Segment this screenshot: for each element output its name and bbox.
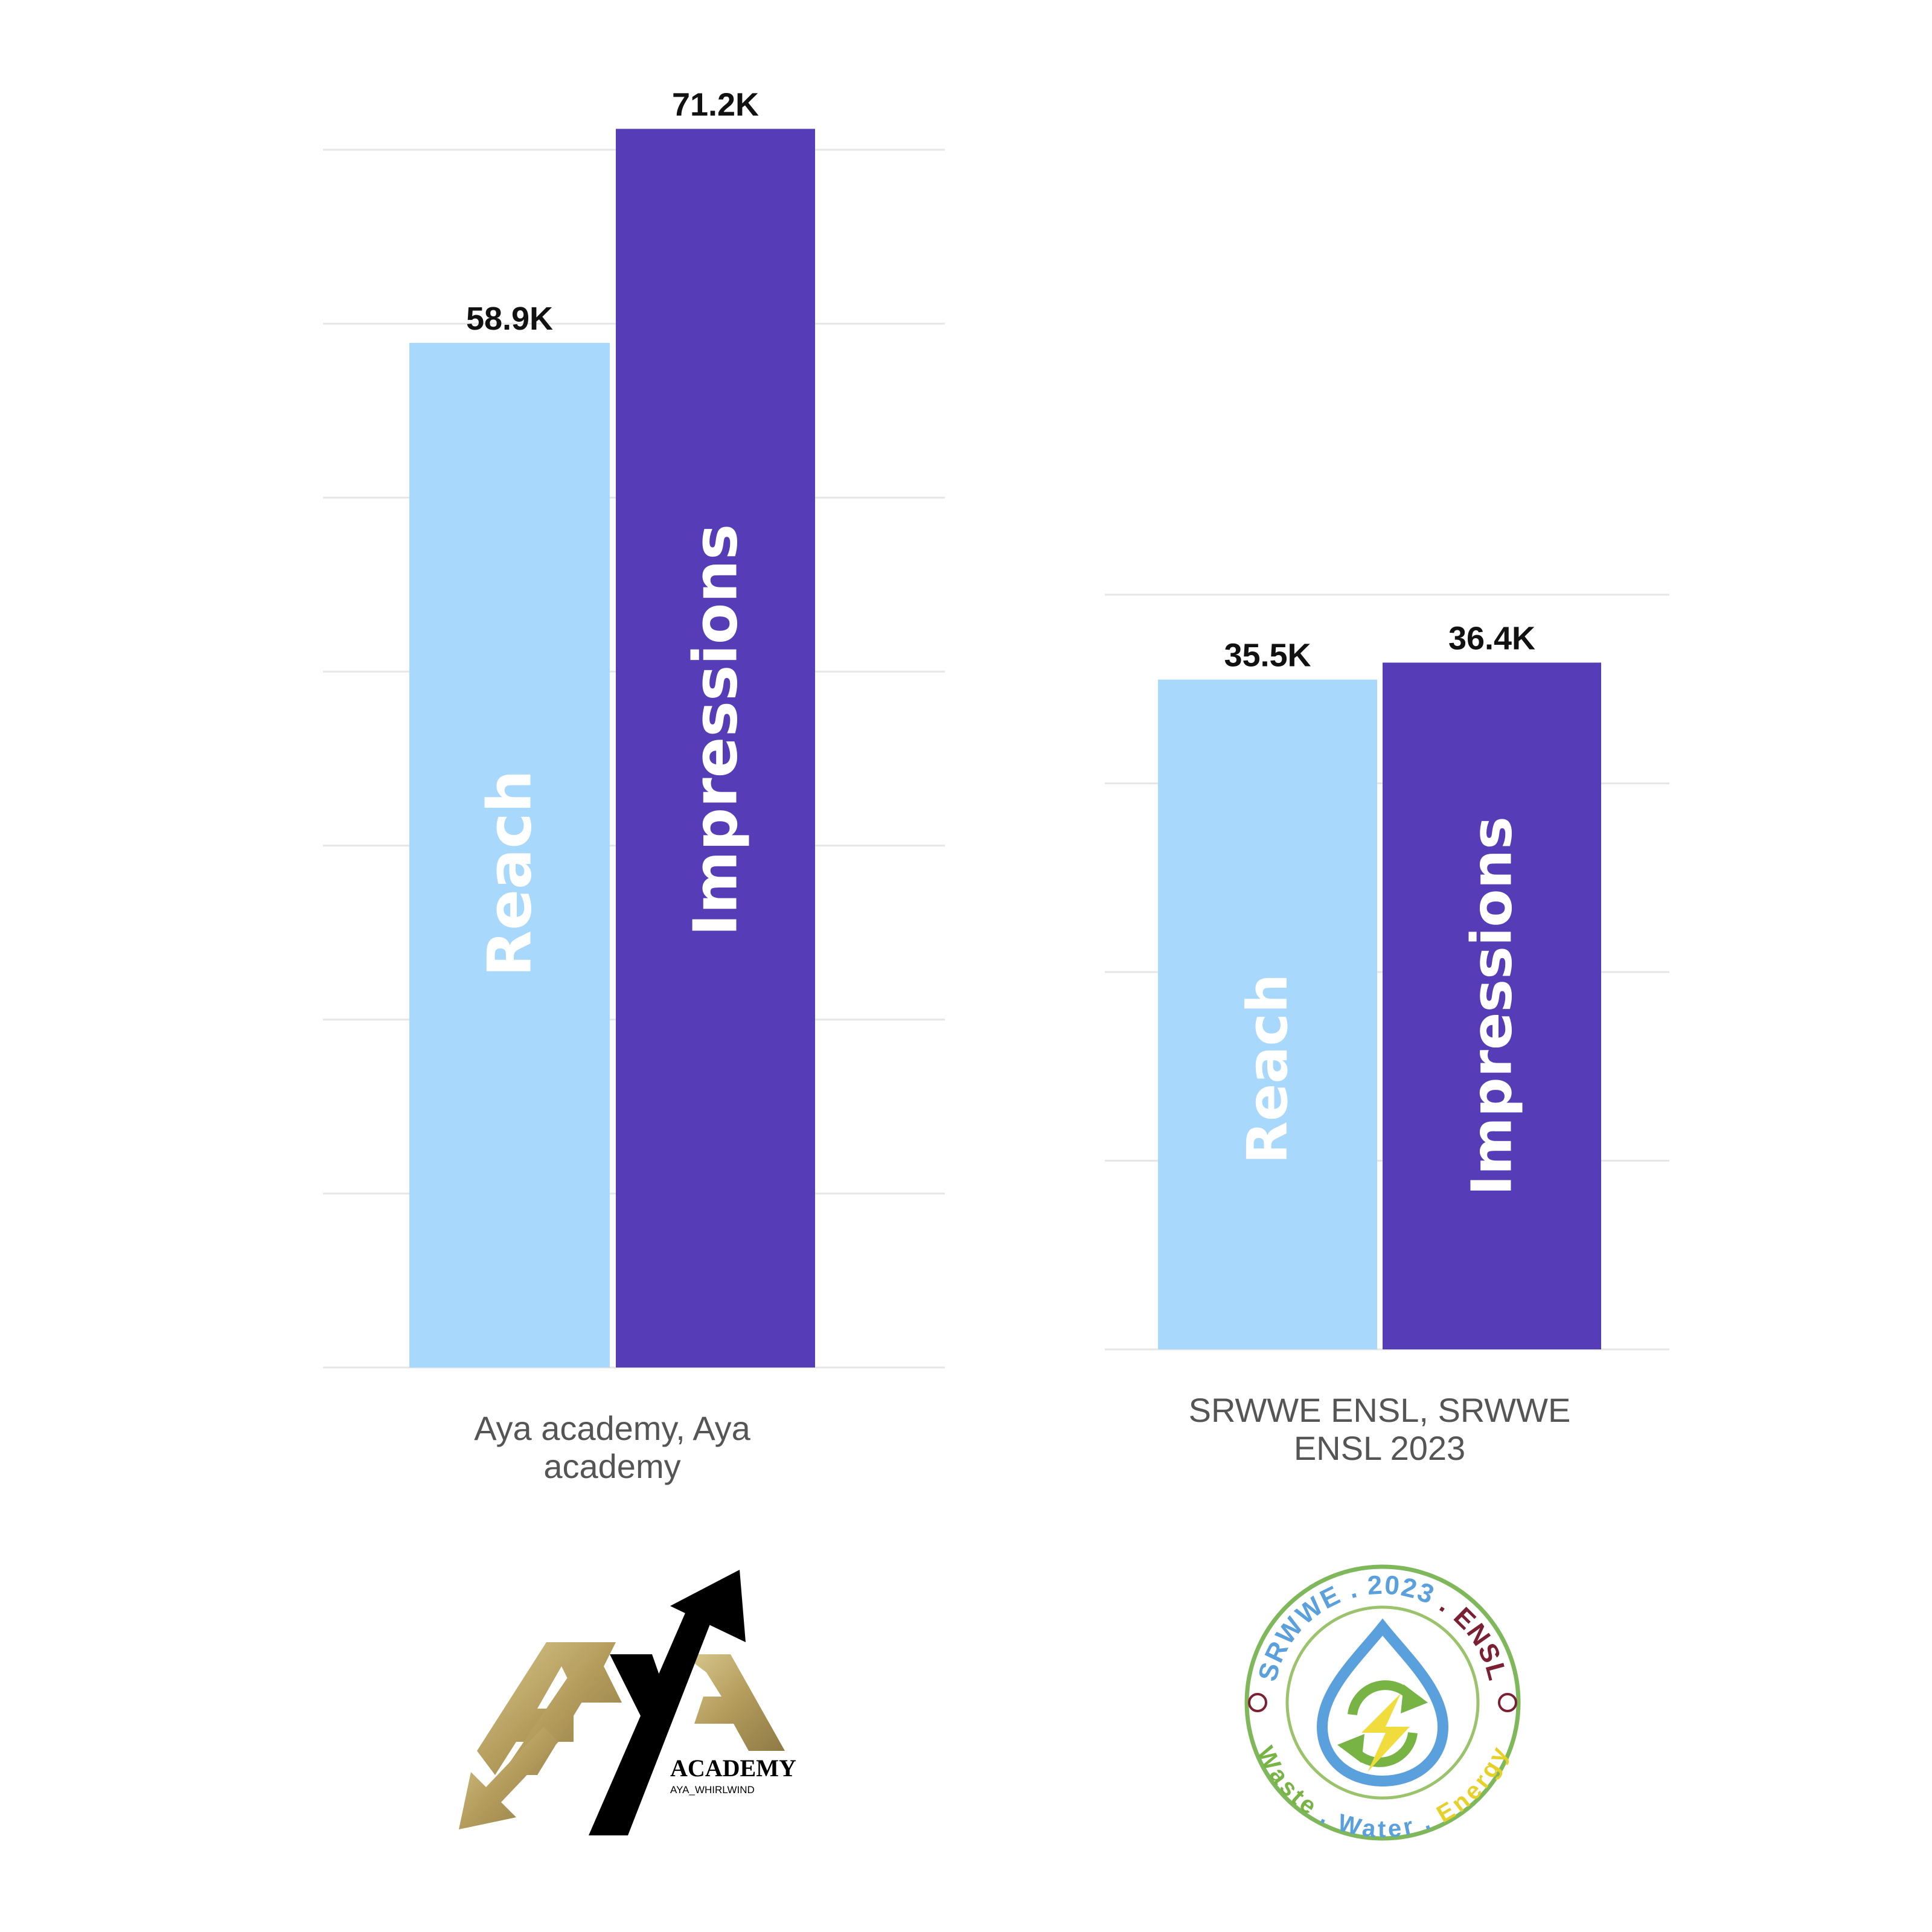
- aya-down-arrow: [459, 1727, 558, 1829]
- seal-lightning-bolt: [1361, 1694, 1410, 1772]
- aya-handle: AYA_WHIRLWIND: [670, 1784, 755, 1796]
- seal-emblem-right: [1498, 1693, 1517, 1712]
- bar-impressions: [616, 129, 815, 1367]
- bar-reach: [1158, 679, 1377, 1349]
- chart-srwwe-ensl: 35.5K Reach 36.4K Impressions SRWWE ENSL, SR…: [1105, 593, 1669, 1467]
- value-label: 58.9K: [466, 301, 553, 337]
- aya-up-arrow-head: [670, 1570, 746, 1642]
- srwwe-ensl-seal-icon: SRWWE . 2023 . ENSL Waste . Water . Ener…: [1244, 1564, 1521, 1843]
- bar-reach: [409, 342, 610, 1367]
- value-label: 35.5K: [1224, 638, 1311, 674]
- aya-up-arrow-stroke: [589, 1606, 712, 1835]
- seal-emblem-left: [1248, 1693, 1267, 1712]
- series-name-label: Reach: [475, 770, 545, 977]
- value-label: 71.2K: [672, 86, 759, 123]
- aya-academy-logo-icon: ACADEMY AYA_WHIRLWIND: [459, 1570, 796, 1835]
- series-name-label: Reach: [1235, 974, 1300, 1164]
- seal-recycle-head-bottom: [1337, 1734, 1364, 1763]
- aya-letter-a-right: [682, 1654, 785, 1751]
- category-label: academy: [543, 1447, 680, 1485]
- seal-bottom-dot-2: .: [1418, 1808, 1435, 1835]
- category-label: ENSL 2023: [1294, 1429, 1465, 1467]
- series-name-label: Impressions: [1460, 816, 1524, 1195]
- series-name-label: Impressions: [680, 524, 751, 936]
- category-label: SRWWE ENSL, SRWWE: [1189, 1391, 1571, 1429]
- seal-inner-ring: [1285, 1605, 1480, 1800]
- value-label: 36.4K: [1448, 621, 1535, 657]
- bar-impressions: [1383, 662, 1601, 1349]
- category-label: Aya academy, Aya: [474, 1409, 750, 1447]
- chart-aya-academy: 58.9K Reach 71.2K Impressions Aya academy, A…: [323, 86, 945, 1485]
- seal-top-dot-1: .: [1345, 1573, 1361, 1604]
- seal-recycle-head-top: [1401, 1684, 1428, 1713]
- seal-water-drop: [1316, 1618, 1449, 1787]
- aya-wordmark: ACADEMY: [670, 1754, 796, 1782]
